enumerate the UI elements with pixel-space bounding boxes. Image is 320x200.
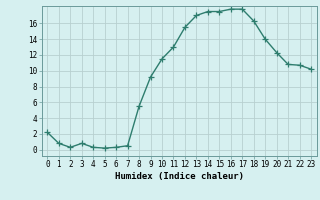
X-axis label: Humidex (Indice chaleur): Humidex (Indice chaleur) (115, 172, 244, 181)
